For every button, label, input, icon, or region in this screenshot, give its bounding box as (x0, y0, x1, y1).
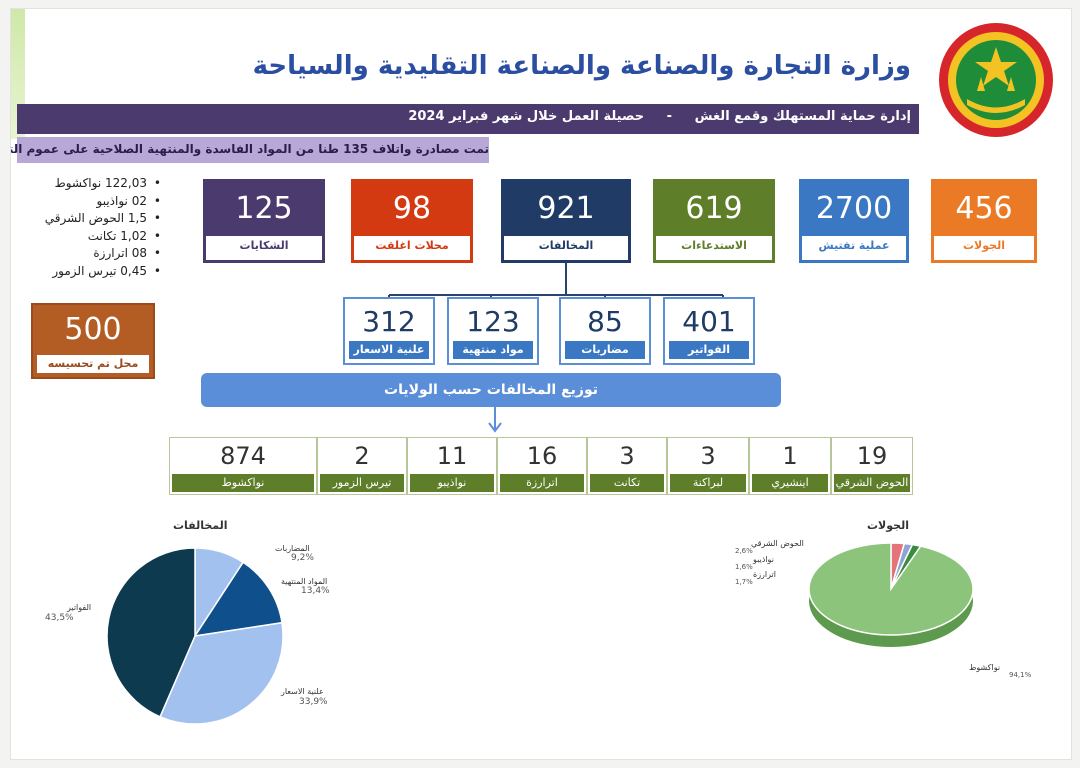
subtitle-bar: إدارة حماية المستهلك وقمع الغش - حصيلة ا… (17, 104, 919, 134)
region-value: 11 (408, 438, 496, 474)
region-label: نواذيبو (410, 474, 494, 492)
kpi-inspections: 2700 عملية تفتيش (799, 179, 909, 263)
department-name: إدارة حماية المستهلك وقمع الغش (694, 109, 911, 124)
pie-slice-invoices (106, 547, 196, 718)
pie-label: المضاربات (275, 544, 310, 553)
awareness-box: 500 محل تم تحسيسه (31, 303, 155, 379)
pie-percent: 94,1% (1009, 671, 1032, 679)
region-cell: 11 نواذيبو (407, 437, 497, 495)
distribution-banner: توزيع المخالفات حسب الولايات (201, 373, 781, 407)
region-label: الحوض الشرقي (834, 474, 910, 492)
region-value: 874 (170, 438, 316, 474)
kpi-label: محلات اغلقت (358, 236, 466, 256)
region-value: 3 (588, 438, 666, 474)
sub-kpi-invoices: 401 الفواتير (663, 297, 755, 365)
region-cell: 19 الحوض الشرقي (831, 437, 913, 495)
region-cell: 3 تكانت (587, 437, 667, 495)
violations-chart-title: المخالفات (173, 519, 228, 532)
region-label: نواكشوط (172, 474, 314, 492)
violations-pie-chart (106, 547, 284, 725)
pie-percent: 13,4% (301, 586, 330, 596)
pie-label: الحوض الشرقي (751, 539, 804, 548)
sub-kpi-label: الفواتير (669, 341, 749, 359)
kpi-value: 98 (354, 182, 470, 236)
tonnage-list: 122,03 نواكشوط 02 نواذيبو 1,5 الحوض الشر… (41, 175, 161, 280)
region-label: تيرس الزمور (320, 474, 404, 492)
national-seal-icon (939, 23, 1053, 137)
kpi-label: الاستدعاءات (660, 236, 768, 256)
sub-kpi-label: علنية الاسعار (349, 341, 429, 359)
pie-percent: 43,5% (45, 613, 74, 623)
region-cell: 2 تيرس الزمور (317, 437, 407, 495)
sub-kpi-speculation: 85 مضاربات (559, 297, 651, 365)
pie-label: اترارزة (753, 570, 777, 579)
kpi-complaints: 125 الشكايات (203, 179, 325, 263)
pie-slice-nouakchott (808, 542, 974, 636)
awareness-value: 500 (64, 312, 122, 347)
region-label: اينشيري (752, 474, 828, 492)
subtitle-text: إدارة حماية المستهلك وقمع الغش - حصيلة ا… (408, 109, 911, 124)
regions-table: 874 نواكشوط 2 تيرس الزمور 11 نواذيبو 16 … (169, 437, 913, 495)
kpi-summons: 619 الاستدعاءات (653, 179, 775, 263)
kpi-value: 125 (206, 182, 322, 236)
kpi-value: 456 (934, 182, 1034, 236)
kpi-tours: 456 الجولات (931, 179, 1037, 263)
list-item: 08 اترارزة (41, 245, 161, 263)
pie-label: المواد المنتهية (281, 577, 328, 586)
region-value: 3 (668, 438, 748, 474)
sub-kpi-value: 312 (362, 305, 416, 338)
kpi-value: 921 (504, 182, 628, 236)
region-cell: 16 اترارزة (497, 437, 587, 495)
sub-kpi-label: مواد منتهية (453, 341, 533, 359)
infographic-page: وزارة التجارة والصناعة والصناعة التقليدي… (10, 8, 1072, 760)
region-value: 16 (498, 438, 586, 474)
list-item: 1,02 تكانت (41, 228, 161, 246)
region-value: 2 (318, 438, 406, 474)
region-value: 1 (750, 438, 830, 474)
region-label: لبراكنة (670, 474, 746, 492)
list-item: 1,5 الحوض الشرقي (41, 210, 161, 228)
kpi-value: 2700 (802, 182, 906, 236)
pie-percent: 1,6% (735, 563, 753, 571)
period-text: حصيلة العمل خلال شهر فبراير 2024 (408, 109, 645, 124)
region-value: 19 (832, 438, 912, 474)
region-label: تكانت (590, 474, 664, 492)
tours-chart-title: الجولات (867, 519, 909, 532)
kpi-violations: 921 المخالفات (501, 179, 631, 263)
tours-pie-chart (808, 542, 974, 647)
pie-label: نواكشوط (969, 663, 1001, 672)
list-item: 0,45 تيرس الزمور (41, 263, 161, 281)
sub-kpi-price-display: 312 علنية الاسعار (343, 297, 435, 365)
kpi-label: الشكايات (210, 236, 318, 256)
pie-percent: 2,6% (735, 547, 753, 555)
sub-kpi-value: 123 (466, 305, 520, 338)
sub-kpi-label: مضاربات (565, 341, 645, 359)
pie-percent: 9,2% (291, 553, 314, 563)
region-cell: 874 نواكشوط (169, 437, 317, 495)
pie-percent: 33,9% (299, 697, 328, 707)
subtitle-separator: - (666, 109, 673, 124)
kpi-closed-shops: 98 محلات اغلقت (351, 179, 473, 263)
pie-slice-expired-goods (193, 561, 283, 637)
awareness-label: محل تم تحسيسه (37, 355, 149, 373)
pie-percent: 1,7% (735, 578, 753, 586)
sub-kpi-value: 401 (682, 305, 736, 338)
list-item: 02 نواذيبو (41, 193, 161, 211)
confiscation-note: تمت مصادرة واتلاف 135 طنا من المواد الفا… (11, 137, 489, 163)
region-cell: 1 اينشيري (749, 437, 831, 495)
kpi-label: عملية تفتيش (806, 236, 902, 256)
region-cell: 3 لبراكنة (667, 437, 749, 495)
pie-label: علنية الاسعار (281, 687, 324, 696)
list-item: 122,03 نواكشوط (41, 175, 161, 193)
kpi-label: المخالفات (508, 236, 624, 256)
sub-kpi-expired-goods: 123 مواد منتهية (447, 297, 539, 365)
sub-kpi-value: 85 (587, 305, 623, 338)
kpi-value: 619 (656, 182, 772, 236)
kpi-label: الجولات (938, 236, 1030, 256)
pie-label: نواذيبو (753, 555, 774, 564)
pie-label: الفواتير (67, 603, 92, 612)
pie-slice-price-display (159, 621, 284, 725)
region-label: اترارزة (500, 474, 584, 492)
ministry-title: وزارة التجارة والصناعة والصناعة التقليدي… (252, 51, 911, 81)
